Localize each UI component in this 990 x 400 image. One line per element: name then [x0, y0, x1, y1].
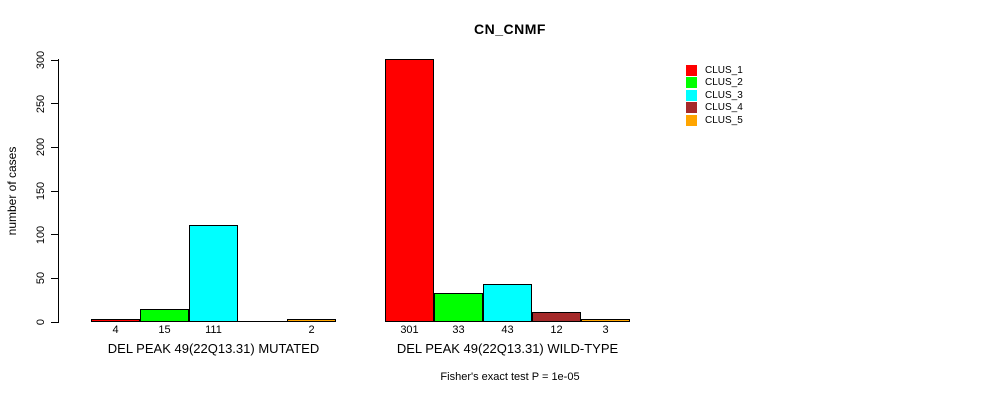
- y-tick-label: 300: [35, 50, 47, 70]
- legend-item: CLUS_5: [686, 114, 743, 127]
- legend-label: CLUS_4: [705, 102, 743, 114]
- bar-value-label: 3: [602, 324, 609, 336]
- bar-value-label: 301: [400, 324, 419, 336]
- chart-title: CN_CNMF: [474, 21, 546, 37]
- y-tick-mark: [51, 321, 58, 323]
- bar-clus-5: [581, 319, 630, 322]
- bar-value-label: 12: [550, 324, 563, 336]
- legend-label: CLUS_5: [705, 114, 743, 126]
- y-tick-mark: [51, 190, 58, 192]
- legend-label: CLUS_3: [705, 89, 743, 101]
- y-tick-label: 50: [35, 272, 47, 285]
- category-label: DEL PEAK 49(22Q13.31) WILD-TYPE: [396, 341, 619, 356]
- legend-swatch-clus-5: [686, 114, 697, 126]
- bar-clus-3: [189, 225, 238, 322]
- legend-swatch-clus-2: [686, 77, 697, 89]
- bar-value-label: 15: [158, 324, 171, 336]
- y-tick-mark: [51, 234, 58, 236]
- bar-clus-1: [385, 59, 434, 322]
- legend-swatch-clus-4: [686, 102, 697, 114]
- bar-value-label: 111: [205, 324, 222, 336]
- bar-clus-4: [238, 321, 287, 322]
- y-tick-label: 250: [35, 94, 47, 113]
- legend-label: CLUS_1: [705, 64, 743, 76]
- legend-item: CLUS_3: [686, 89, 743, 102]
- bar-clus-4: [532, 312, 581, 322]
- bar-clus-1: [91, 319, 140, 322]
- legend-swatch-clus-3: [686, 89, 697, 101]
- y-tick-mark: [51, 59, 58, 61]
- fisher-test-annotation: Fisher's exact test P = 1e-05: [440, 371, 580, 383]
- bar-value-label: 4: [112, 324, 119, 336]
- category-label: DEL PEAK 49(22Q13.31) MUTATED: [107, 341, 320, 356]
- bar-value-label: 43: [501, 324, 514, 336]
- legend-label: CLUS_2: [705, 77, 743, 89]
- legend-item: CLUS_2: [686, 77, 743, 90]
- bar-clus-5: [287, 319, 336, 322]
- y-tick-label: 100: [35, 225, 47, 244]
- y-tick-label: 0: [35, 318, 47, 326]
- y-tick-mark: [51, 277, 58, 279]
- y-tick-mark: [51, 146, 58, 148]
- legend-swatch-clus-1: [686, 64, 697, 76]
- y-axis-title: number of cases: [5, 146, 19, 236]
- bar-clus-2: [434, 293, 483, 322]
- y-tick-mark: [51, 103, 58, 105]
- y-tick-label: 150: [35, 181, 47, 201]
- legend: CLUS_1 CLUS_2 CLUS_3 CLUS_4 CLUS_5: [686, 64, 743, 127]
- bar-clus-3: [483, 284, 532, 322]
- y-tick-label: 200: [35, 138, 47, 157]
- bar-clus-2: [140, 309, 189, 322]
- legend-item: CLUS_4: [686, 102, 743, 115]
- bar-value-label: 33: [452, 324, 465, 336]
- bar-value-label: 2: [308, 324, 315, 336]
- legend-item: CLUS_1: [686, 64, 743, 77]
- y-axis-line: [58, 59, 59, 323]
